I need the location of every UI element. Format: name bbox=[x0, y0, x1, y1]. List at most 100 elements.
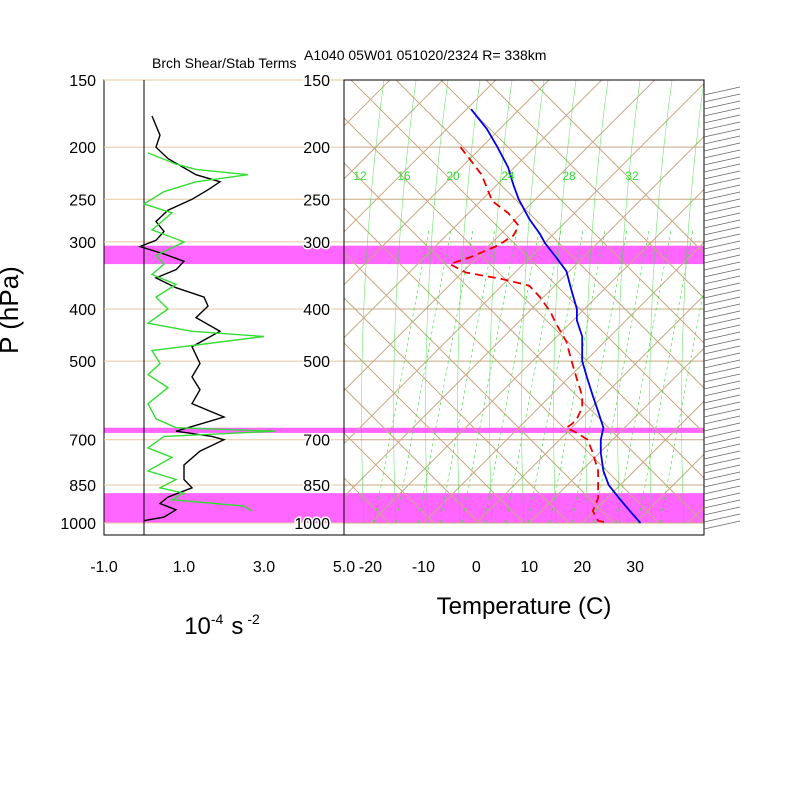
wind-barb bbox=[703, 247, 741, 257]
left-y-tick-label: 150 bbox=[69, 73, 96, 90]
right-x-tick-label: 0 bbox=[472, 559, 481, 576]
wind-barb bbox=[703, 408, 741, 418]
left-series-group bbox=[137, 115, 277, 522]
wind-barb bbox=[703, 128, 741, 138]
wind-barb bbox=[703, 289, 741, 299]
wind-barb bbox=[703, 485, 741, 495]
moist-adiabat bbox=[393, 80, 417, 524]
right-y-tick-label: 300 bbox=[303, 235, 330, 252]
moist-adiabat bbox=[521, 80, 545, 524]
mixing-ratio-line bbox=[483, 229, 540, 524]
moist-adiabat bbox=[457, 80, 481, 524]
wind-barb bbox=[703, 506, 741, 516]
left-band-1 bbox=[104, 427, 344, 433]
moist-adiabat bbox=[553, 80, 577, 524]
wind-barb bbox=[703, 478, 741, 488]
isotherm bbox=[344, 80, 656, 392]
mixing-ratio-label: 28 bbox=[562, 169, 576, 183]
isotherm bbox=[687, 506, 704, 524]
right-y-tick-label: 400 bbox=[303, 302, 330, 319]
left-x-axis-label: 10-4 s -2 bbox=[184, 611, 260, 640]
y-axis-label: P (hPa) bbox=[0, 266, 24, 354]
wind-barb bbox=[703, 303, 741, 313]
isotherm bbox=[344, 80, 497, 233]
wind-barb bbox=[703, 275, 741, 285]
wind-barb bbox=[703, 331, 741, 341]
right-x-tick-label: 20 bbox=[573, 559, 591, 576]
right-band-0 bbox=[344, 245, 704, 265]
wind-barb bbox=[703, 212, 741, 222]
dry-adiabat bbox=[440, 80, 704, 344]
wind-barb bbox=[703, 114, 741, 124]
wind-barb bbox=[703, 338, 741, 348]
shear-stab-panel: 150 200 250 300 400 500 700 850 1000 -1.0 1.0 3.0 5.… bbox=[60, 73, 355, 576]
dewpoint-line bbox=[447, 146, 609, 524]
wind-barb bbox=[703, 387, 741, 397]
mixing-ratio-line bbox=[659, 286, 704, 524]
right-y-tick-label: 1000 bbox=[294, 516, 330, 533]
isotherm bbox=[344, 80, 444, 180]
wind-barb bbox=[703, 436, 741, 446]
right-y-tick-label: 200 bbox=[303, 140, 330, 157]
wind-barb bbox=[703, 163, 741, 173]
moist-adiabat bbox=[425, 80, 449, 524]
wind-barb bbox=[703, 219, 741, 229]
mixing-ratio-label: 24 bbox=[501, 169, 515, 183]
left-y-tick-label: 1000 bbox=[60, 516, 96, 533]
right-band-1 bbox=[344, 427, 704, 433]
left-panel-title: Brch Shear/Stab Terms bbox=[152, 55, 296, 71]
mixing-ratio-label: 12 bbox=[353, 169, 367, 183]
left-x-tick-label: 3.0 bbox=[253, 559, 275, 576]
left-x-tick-label: 5.0 bbox=[333, 559, 355, 576]
isotherm bbox=[344, 82, 704, 445]
dry-adiabat bbox=[344, 432, 435, 524]
wind-barb bbox=[703, 401, 741, 411]
wind-barb bbox=[703, 429, 741, 439]
wind-barb bbox=[703, 191, 741, 201]
wind-barb bbox=[703, 149, 741, 159]
wind-barb bbox=[703, 345, 741, 355]
moist-adiabat bbox=[649, 80, 673, 524]
wind-barb bbox=[703, 198, 741, 208]
left-y-tick-label: 400 bbox=[69, 302, 96, 319]
wind-barb bbox=[703, 107, 741, 117]
right-panel-title: A1040 05W01 051020/2324 R= 338km bbox=[304, 47, 546, 63]
left-y-tick-label: 300 bbox=[69, 235, 96, 252]
wind-barb bbox=[703, 464, 741, 474]
left-series-green-line bbox=[142, 152, 277, 512]
isotherm bbox=[528, 347, 704, 524]
dry-adiabat bbox=[344, 252, 615, 524]
isotherm bbox=[344, 80, 603, 339]
isotherm bbox=[423, 241, 704, 524]
wind-barb bbox=[703, 520, 741, 530]
wind-barb bbox=[703, 156, 741, 166]
wind-barb bbox=[703, 471, 741, 481]
wind-barb bbox=[703, 100, 741, 110]
wind-barb bbox=[703, 184, 741, 194]
wind-barb bbox=[703, 268, 741, 278]
dry-adiabat bbox=[344, 342, 525, 524]
dry-adiabat bbox=[530, 80, 704, 254]
moist-adiabat bbox=[585, 80, 609, 524]
left-y-tick-label: 200 bbox=[69, 140, 96, 157]
mixing-ratio-line bbox=[637, 229, 694, 524]
wind-barb bbox=[703, 121, 741, 131]
mixing-ratio-label: 20 bbox=[446, 169, 460, 183]
wind-barb bbox=[703, 457, 741, 467]
mixing-ratio-line bbox=[439, 229, 496, 524]
wind-barb bbox=[703, 415, 741, 425]
moist-adiabat bbox=[489, 80, 513, 524]
wind-barb bbox=[703, 443, 741, 453]
left-y-tick-label: 250 bbox=[69, 192, 96, 209]
right-x-tick-label: 10 bbox=[520, 559, 538, 576]
mixing-ratio-line bbox=[593, 229, 650, 524]
isotherm bbox=[634, 453, 704, 524]
wind-barb bbox=[703, 499, 741, 509]
moist-adiabat bbox=[617, 80, 641, 524]
wind-barb bbox=[703, 254, 741, 264]
left-y-tick-label: 500 bbox=[69, 354, 96, 371]
right-y-tick-label: 850 bbox=[303, 478, 330, 495]
right-x-axis-label: Temperature (C) bbox=[437, 593, 612, 620]
wind-barb bbox=[703, 240, 741, 250]
